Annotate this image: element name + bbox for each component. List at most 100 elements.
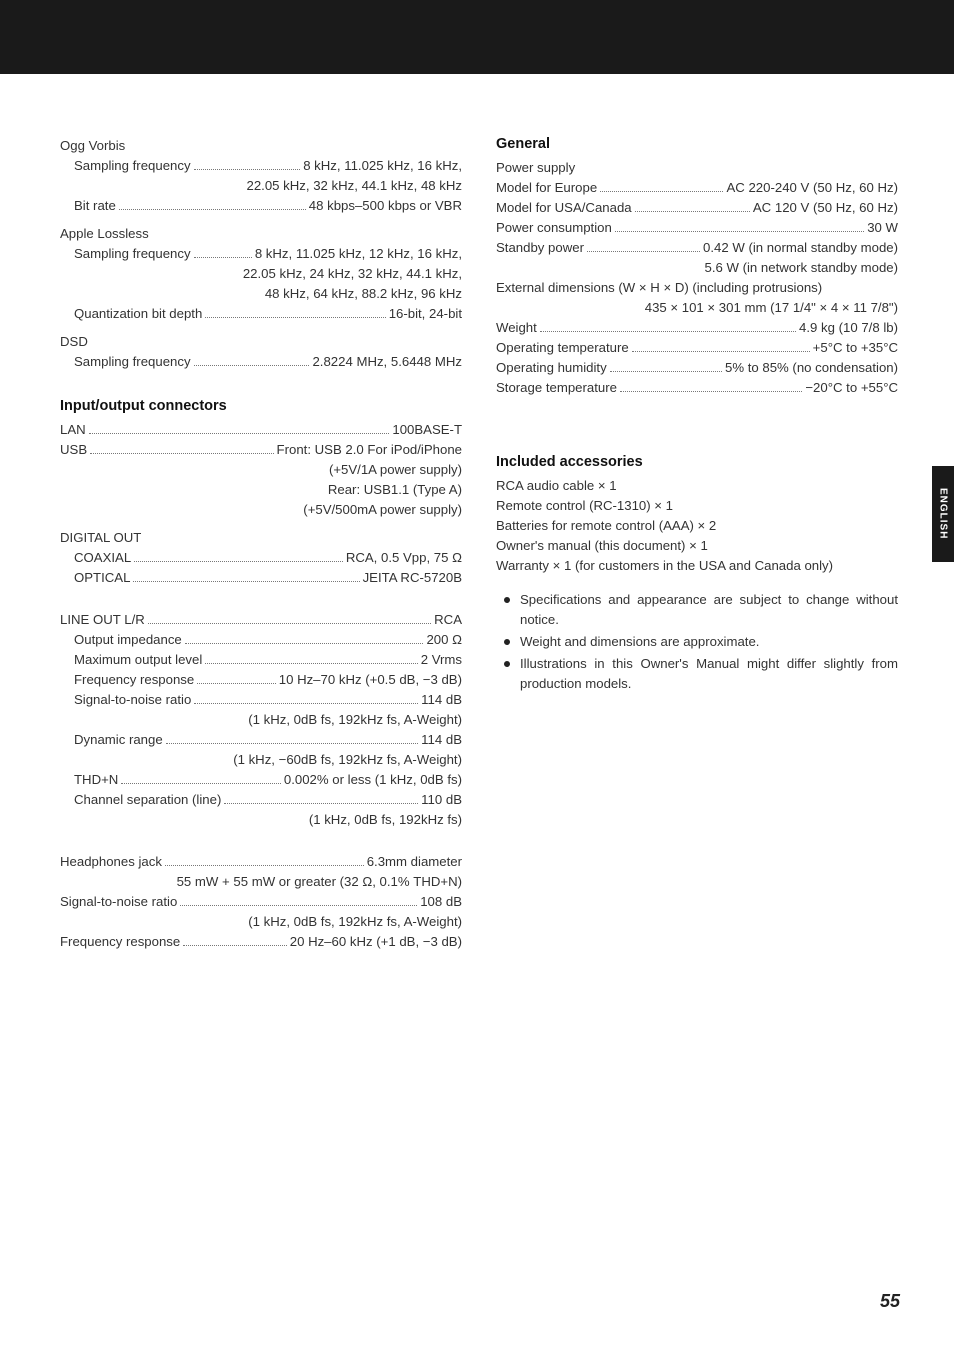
spec-value: 0.002% or less (1 kHz, 0dB fs)	[284, 770, 462, 790]
spec-row: OPTICALJEITA RC-5720B	[60, 568, 462, 588]
spec-label: THD+N	[74, 770, 118, 790]
spec-row: Operating humidity5% to 85% (no condensa…	[496, 358, 898, 378]
power-supply-head: Power supply	[496, 158, 898, 178]
spec-continuation: 22.05 kHz, 24 kHz, 32 kHz, 44.1 kHz,	[60, 264, 462, 284]
dots	[540, 331, 796, 332]
spec-continuation: (+5V/1A power supply)	[60, 460, 462, 480]
ext-dim-value: 435 × 101 × 301 mm (17 1/4" × 4 × 11 7/8…	[496, 298, 898, 318]
ext-dim-line: External dimensions (W × H × D) (includi…	[496, 278, 898, 298]
spec-row: Storage temperature−20°C to +55°C	[496, 378, 898, 398]
left-column: Ogg Vorbis Sampling frequency8 kHz, 11.0…	[60, 136, 462, 952]
codec-head-dsd: DSD	[60, 332, 462, 352]
spec-row: Channel separation (line)110 dB	[60, 790, 462, 810]
spec-value: AC 220-240 V (50 Hz, 60 Hz)	[726, 178, 898, 198]
dots	[205, 663, 417, 664]
spec-row: Sampling frequency8 kHz, 11.025 kHz, 16 …	[60, 156, 462, 176]
dots	[224, 803, 418, 804]
spec-label: Signal-to-noise ratio	[60, 892, 177, 912]
dots	[183, 945, 287, 946]
dots	[133, 581, 359, 582]
spec-value: 100BASE-T	[392, 420, 462, 440]
spec-row: Standby power0.42 W (in normal standby m…	[496, 238, 898, 258]
digital-rows: COAXIALRCA, 0.5 Vpp, 75 ΩOPTICALJEITA RC…	[60, 548, 462, 588]
spec-row: Power consumption30 W	[496, 218, 898, 238]
headphone-rows: Headphones jack6.3mm diameter55 mW + 55 …	[60, 852, 462, 952]
spec-value: 4.9 kg (10 7/8 lb)	[799, 318, 898, 338]
accessory-item: RCA audio cable × 1	[496, 476, 898, 496]
spec-value: 8 kHz, 11.025 kHz, 16 kHz,	[303, 156, 462, 176]
spec-label: LAN	[60, 420, 86, 440]
spec-label: OPTICAL	[74, 568, 130, 588]
dots	[205, 317, 385, 318]
dsd-rows: Sampling frequency 2.8224 MHz, 5.6448 MHz	[60, 352, 462, 372]
general-rows: Model for Europe AC 220-240 V (50 Hz, 60 …	[496, 178, 898, 278]
dots	[615, 231, 864, 232]
dots	[587, 251, 700, 252]
spec-row: Model for Europe AC 220-240 V (50 Hz, 60 …	[496, 178, 898, 198]
spec-continuation: 22.05 kHz, 32 kHz, 44.1 kHz, 48 kHz	[60, 176, 462, 196]
dots	[194, 257, 252, 258]
spec-value: 114 dB	[421, 730, 462, 750]
spec-value: Front: USB 2.0 For iPod/iPhone	[277, 440, 462, 460]
dots	[119, 209, 306, 210]
spec-label: Sampling frequency	[74, 352, 191, 372]
line-rows: Output impedance200 ΩMaximum output leve…	[60, 630, 462, 830]
ogg-rows: Sampling frequency8 kHz, 11.025 kHz, 16 …	[60, 156, 462, 216]
spec-row: Weight4.9 kg (10 7/8 lb)	[496, 318, 898, 338]
spec-label: COAXIAL	[74, 548, 131, 568]
spec-value: 20 Hz–60 kHz (+1 dB, −3 dB)	[290, 932, 462, 952]
digital-out-head: DIGITAL OUT	[60, 528, 462, 548]
spec-row: Sampling frequency 8 kHz, 11.025 kHz, 12 …	[60, 244, 462, 264]
spec-label: Operating temperature	[496, 338, 629, 358]
spec-value: AC 120 V (50 Hz, 60 Hz)	[753, 198, 898, 218]
codec-head-ogg: Ogg Vorbis	[60, 136, 462, 156]
accessory-item: Batteries for remote control (AAA) × 2	[496, 516, 898, 536]
io-head: Input/output connectors	[60, 398, 462, 414]
spec-row: Signal-to-noise ratio114 dB	[60, 690, 462, 710]
spec-continuation: (1 kHz, 0dB fs, 192kHz fs)	[60, 810, 462, 830]
language-tab-label: ENGLISH	[938, 488, 949, 539]
spec-value: 48 kbps–500 kbps or VBR	[309, 196, 462, 216]
codec-head-alac: Apple Lossless	[60, 224, 462, 244]
dots	[165, 865, 364, 866]
spec-value: 110 dB	[421, 790, 462, 810]
spec-continuation: (1 kHz, −60dB fs, 192kHz fs, A-Weight)	[60, 750, 462, 770]
spec-continuation: 5.6 W (in network standby mode)	[496, 258, 898, 278]
note-bullet: Illustrations in this Owner's Manual mig…	[502, 654, 898, 694]
spec-label: Maximum output level	[74, 650, 202, 670]
dots	[600, 191, 723, 192]
spec-value: 2.8224 MHz, 5.6448 MHz	[312, 352, 462, 372]
spec-value: 200 Ω	[426, 630, 462, 650]
spec-label: Operating humidity	[496, 358, 607, 378]
spec-value: 0.42 W (in normal standby mode)	[703, 238, 898, 258]
line-out-head-row: LINE OUT L/R RCA	[60, 610, 462, 630]
spec-row: Frequency response10 Hz–70 kHz (+0.5 dB,…	[60, 670, 462, 690]
dots	[166, 743, 418, 744]
spec-value: 16-bit, 24-bit	[389, 304, 462, 324]
spec-label: Sampling frequency	[74, 244, 191, 264]
dots	[90, 453, 273, 454]
spec-label: Bit rate	[74, 196, 116, 216]
spec-row: Operating temperature+5°C to +35°C	[496, 338, 898, 358]
spec-label: Quantization bit depth	[74, 304, 202, 324]
line-out-value: RCA	[434, 610, 462, 630]
spec-label: Signal-to-noise ratio	[74, 690, 191, 710]
dots	[620, 391, 802, 392]
spec-value: 10 Hz–70 kHz (+0.5 dB, −3 dB)	[279, 670, 462, 690]
spec-row: Quantization bit depth 16-bit, 24-bit	[60, 304, 462, 324]
spec-value: 8 kHz, 11.025 kHz, 12 kHz, 16 kHz,	[255, 244, 462, 264]
spec-row: Signal-to-noise ratio108 dB	[60, 892, 462, 912]
dots	[197, 683, 276, 684]
spec-label: USB	[60, 440, 87, 460]
spec-label: Model for Europe	[496, 178, 597, 198]
spec-label: Model for USA/Canada	[496, 198, 632, 218]
top-black-bar	[0, 0, 954, 74]
spec-row: Dynamic range114 dB	[60, 730, 462, 750]
page-body: Ogg Vorbis Sampling frequency8 kHz, 11.0…	[0, 74, 954, 952]
spec-value: 30 W	[867, 218, 898, 238]
spec-value: 2 Vrms	[421, 650, 462, 670]
general-head: General	[496, 136, 898, 152]
line-out-label: LINE OUT L/R	[60, 610, 145, 630]
dots	[148, 623, 431, 624]
dots	[194, 703, 418, 704]
